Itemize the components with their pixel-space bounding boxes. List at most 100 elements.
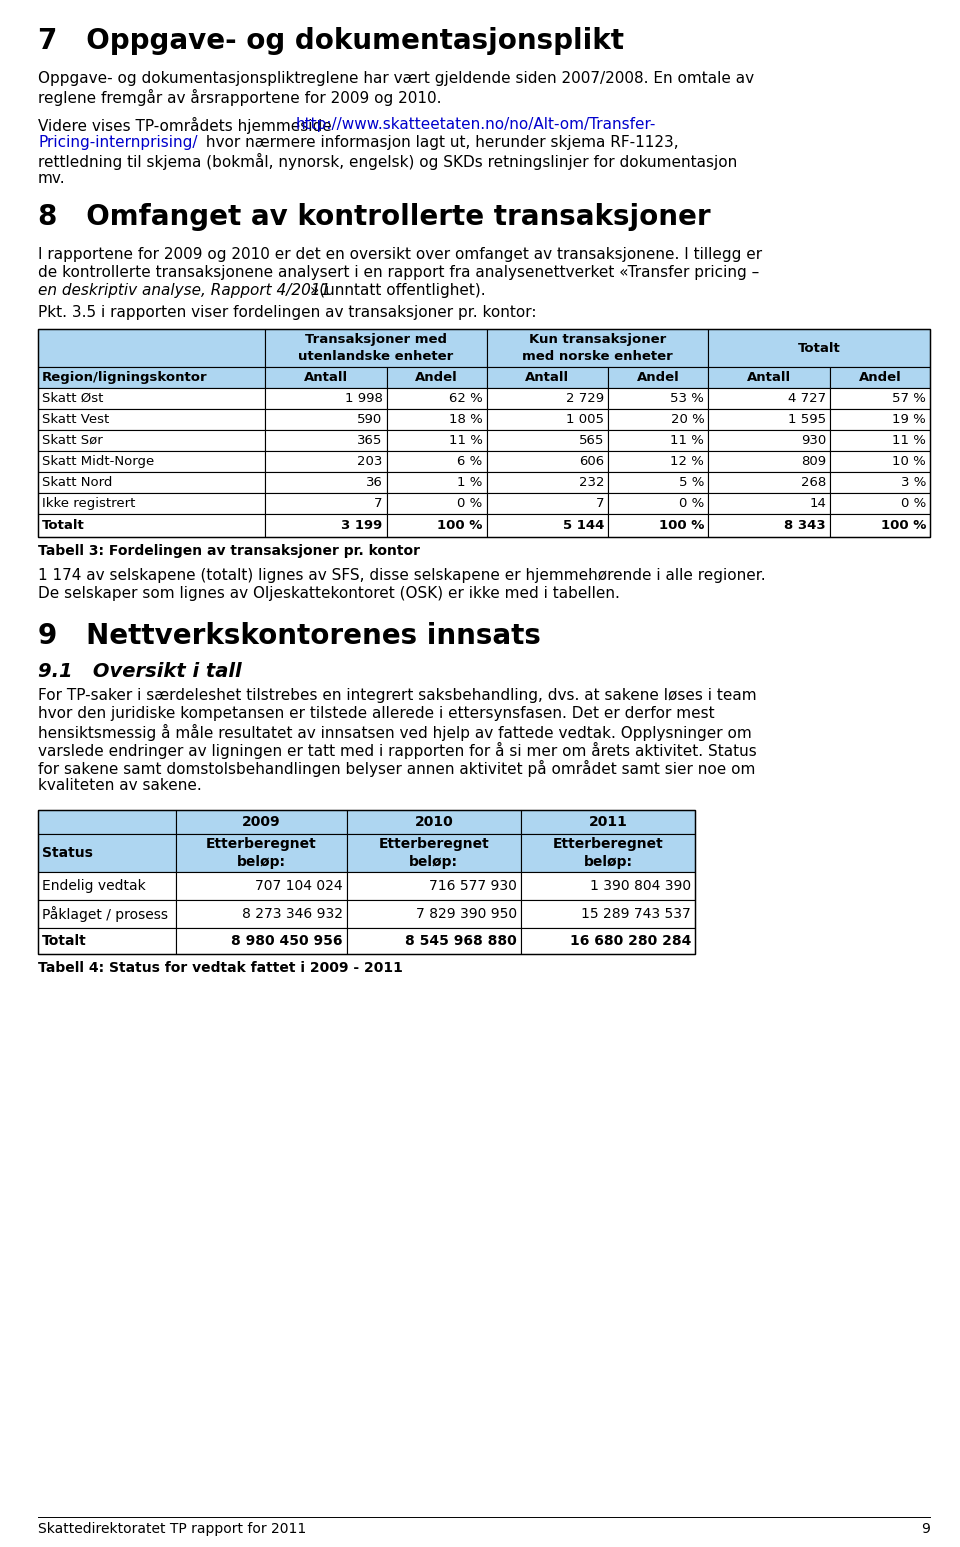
Text: 36: 36 xyxy=(366,476,382,489)
Text: 11 %: 11 % xyxy=(670,435,705,447)
Text: 1 005: 1 005 xyxy=(566,413,604,425)
Bar xyxy=(487,430,609,452)
Text: 8 343: 8 343 xyxy=(784,518,826,532)
Text: Andel: Andel xyxy=(415,371,458,384)
Bar xyxy=(265,330,487,367)
Text: Antall: Antall xyxy=(303,371,348,384)
Bar xyxy=(265,430,387,452)
Text: 1 998: 1 998 xyxy=(345,391,382,405)
Bar xyxy=(609,493,708,514)
Text: 8 273 346 932: 8 273 346 932 xyxy=(242,907,343,920)
Text: Skatt Midt-Norge: Skatt Midt-Norge xyxy=(42,455,155,469)
Bar xyxy=(38,811,176,834)
Text: Skatt Nord: Skatt Nord xyxy=(42,476,112,489)
Bar xyxy=(176,873,347,900)
Bar xyxy=(347,811,521,834)
Text: 203: 203 xyxy=(357,455,382,469)
Bar xyxy=(38,330,265,367)
Text: 9   Nettverkskontorenes innsats: 9 Nettverkskontorenes innsats xyxy=(38,622,540,650)
Text: Tabell 4: Status for vedtak fattet i 2009 - 2011: Tabell 4: Status for vedtak fattet i 200… xyxy=(38,961,403,975)
Text: 18 %: 18 % xyxy=(449,413,483,425)
Text: 590: 590 xyxy=(357,413,382,425)
Bar xyxy=(38,408,265,430)
Text: varslede endringer av ligningen er tatt med i rapporten for å si mer om årets ak: varslede endringer av ligningen er tatt … xyxy=(38,743,756,760)
Bar xyxy=(38,514,265,537)
Text: Andel: Andel xyxy=(858,371,901,384)
Text: »(unntatt offentlighet).: »(unntatt offentlighet). xyxy=(310,283,486,299)
Bar xyxy=(176,834,347,873)
Bar xyxy=(38,811,695,954)
Text: 0 %: 0 % xyxy=(679,497,705,511)
Text: 1 595: 1 595 xyxy=(788,413,826,425)
Text: 4 727: 4 727 xyxy=(788,391,826,405)
Bar xyxy=(387,514,487,537)
Bar xyxy=(830,367,930,388)
Bar xyxy=(265,367,387,388)
Text: Pkt. 3.5 i rapporten viser fordelingen av transaksjoner pr. kontor:: Pkt. 3.5 i rapporten viser fordelingen a… xyxy=(38,305,537,320)
Text: 5 144: 5 144 xyxy=(563,518,604,532)
Bar xyxy=(38,493,265,514)
Text: 16 680 280 284: 16 680 280 284 xyxy=(569,934,691,948)
Bar xyxy=(347,873,521,900)
Bar xyxy=(830,430,930,452)
Bar xyxy=(487,367,609,388)
Bar xyxy=(38,452,265,472)
Text: Påklaget / prosess: Påklaget / prosess xyxy=(42,907,168,922)
Text: Skattedirektoratet TP rapport for 2011: Skattedirektoratet TP rapport for 2011 xyxy=(38,1522,306,1536)
Text: Antall: Antall xyxy=(747,371,791,384)
Text: 5 %: 5 % xyxy=(679,476,705,489)
Text: 2010: 2010 xyxy=(415,815,453,829)
Bar xyxy=(265,514,387,537)
Text: Oppgave- og dokumentasjonspliktreglene har vært gjeldende siden 2007/2008. En om: Oppgave- og dokumentasjonspliktreglene h… xyxy=(38,71,755,87)
Text: 365: 365 xyxy=(357,435,382,447)
Bar xyxy=(830,388,930,408)
Text: Etterberegnet
beløp:: Etterberegnet beløp: xyxy=(378,837,490,869)
Text: 9.1   Oversikt i tall: 9.1 Oversikt i tall xyxy=(38,662,242,681)
Text: 707 104 024: 707 104 024 xyxy=(255,879,343,893)
Bar xyxy=(38,873,176,900)
Text: 19 %: 19 % xyxy=(892,413,926,425)
Text: 8 980 450 956: 8 980 450 956 xyxy=(231,934,343,948)
Text: 0 %: 0 % xyxy=(457,497,483,511)
Text: Status: Status xyxy=(42,846,93,860)
Text: Ikke registrert: Ikke registrert xyxy=(42,497,135,511)
Text: 565: 565 xyxy=(579,435,604,447)
Text: Region/ligningskontor: Region/ligningskontor xyxy=(42,371,207,384)
Text: Totalt: Totalt xyxy=(42,934,86,948)
Text: For TP-saker i særdeleshet tilstrebes en integrert saksbehandling, dvs. at saken: For TP-saker i særdeleshet tilstrebes en… xyxy=(38,688,756,702)
Bar xyxy=(708,330,930,367)
Text: Pricing-internprising/: Pricing-internprising/ xyxy=(38,135,198,150)
Text: 2011: 2011 xyxy=(588,815,628,829)
Text: Totalt: Totalt xyxy=(798,342,841,354)
Text: 100 %: 100 % xyxy=(880,518,926,532)
Text: 15 289 743 537: 15 289 743 537 xyxy=(581,907,691,920)
Text: 7: 7 xyxy=(374,497,382,511)
Bar xyxy=(521,873,695,900)
Bar xyxy=(38,472,265,493)
Bar xyxy=(521,928,695,954)
Text: en deskriptiv analyse, Rapport 4/2011: en deskriptiv analyse, Rapport 4/2011 xyxy=(38,283,330,299)
Bar xyxy=(387,388,487,408)
Bar xyxy=(176,900,347,928)
Text: Skatt Øst: Skatt Øst xyxy=(42,391,104,405)
Text: 8 545 968 880: 8 545 968 880 xyxy=(405,934,516,948)
Text: 11 %: 11 % xyxy=(892,435,926,447)
Bar xyxy=(387,430,487,452)
Bar xyxy=(609,408,708,430)
Text: Andel: Andel xyxy=(636,371,680,384)
Text: 62 %: 62 % xyxy=(449,391,483,405)
Bar xyxy=(265,388,387,408)
Text: Videre vises TP-områdets hjemmeside: Videre vises TP-områdets hjemmeside xyxy=(38,118,337,135)
Text: Etterberegnet
beløp:: Etterberegnet beløp: xyxy=(206,837,317,869)
Text: 2009: 2009 xyxy=(242,815,280,829)
Text: 1 %: 1 % xyxy=(457,476,483,489)
Text: 232: 232 xyxy=(579,476,604,489)
Text: 9: 9 xyxy=(922,1522,930,1536)
Text: 100 %: 100 % xyxy=(659,518,705,532)
Text: 2 729: 2 729 xyxy=(566,391,604,405)
Text: 3 %: 3 % xyxy=(900,476,926,489)
Bar xyxy=(708,388,830,408)
Text: 3 199: 3 199 xyxy=(342,518,382,532)
Bar xyxy=(830,408,930,430)
Text: 6 %: 6 % xyxy=(457,455,483,469)
